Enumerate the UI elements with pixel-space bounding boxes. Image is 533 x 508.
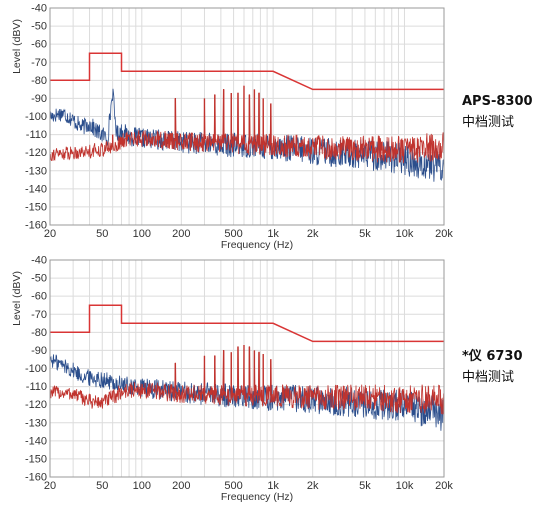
test-name-bottom: 中档测试 xyxy=(462,370,515,385)
y-tick-label: -160 xyxy=(25,220,47,232)
y-tick-label: -90 xyxy=(31,93,47,105)
series-line-red xyxy=(50,344,444,415)
series-line-red xyxy=(50,85,444,164)
y-tick-label: -110 xyxy=(26,129,47,141)
x-tick-label: 50 xyxy=(96,480,108,492)
y-tick-label: -150 xyxy=(25,453,47,465)
x-tick-label: 2k xyxy=(307,480,319,492)
y-tick-label: -50 xyxy=(31,21,47,33)
y-tick-label: -100 xyxy=(25,111,47,123)
x-tick-label: 200 xyxy=(172,228,190,240)
x-tick-label: 20 xyxy=(44,228,56,240)
x-tick-label: 1k xyxy=(267,480,279,492)
device-label-bottom: *仪 6730 中档测试 xyxy=(462,346,523,388)
y-tick-label: -160 xyxy=(25,472,47,484)
y-tick-label: -130 xyxy=(25,417,47,429)
x-tick-label: 50 xyxy=(96,228,108,240)
chart-panel-bottom: -40 -50 -60 -70 -80 -90 -100 -110 -120 -130 -140 -1… xyxy=(0,252,460,508)
y-tick-label: -120 xyxy=(25,399,47,411)
series-line-limit xyxy=(50,304,444,343)
x-tick-label: 20k xyxy=(435,480,453,492)
spectrum-chart-top: -40 -50 -60 -70 -80 -90 -100 -110 -120 -130 -140 -1… xyxy=(11,3,453,252)
test-name-top: 中档测试 xyxy=(462,115,515,130)
x-tick-label: 100 xyxy=(133,228,151,240)
y-tick-label: -40 xyxy=(31,255,47,267)
y-axis-label: Level (dBV) xyxy=(11,271,23,326)
plot-frame xyxy=(49,7,445,226)
y-tick-label: -150 xyxy=(25,201,47,213)
series-line-blue xyxy=(50,88,444,182)
x-tick-label: 200 xyxy=(172,480,190,492)
plot-frame xyxy=(49,259,445,478)
y-tick-label: -40 xyxy=(31,3,47,15)
y-tick-label: -70 xyxy=(31,309,47,321)
x-tick-label: 500 xyxy=(224,480,242,492)
device-name-top: APS-8300 xyxy=(462,94,533,109)
x-tick-label: 500 xyxy=(224,228,242,240)
y-axis-label: Level (dBV) xyxy=(11,19,23,74)
x-tick-label: 5k xyxy=(359,480,371,492)
x-tick-label: 20 xyxy=(44,480,56,492)
y-tick-label: -120 xyxy=(25,147,47,159)
y-tick-label: -140 xyxy=(25,183,47,195)
y-tick-label: -100 xyxy=(25,363,47,375)
y-tick-label: -80 xyxy=(31,75,47,87)
x-tick-label: 100 xyxy=(133,480,151,492)
device-label-top: APS-8300 中档测试 xyxy=(462,91,533,133)
x-tick-label: 5k xyxy=(359,228,371,240)
y-tick-label: -110 xyxy=(26,381,47,393)
chart-panel-top: -40 -50 -60 -70 -80 -90 -100 -110 -120 -130 -140 -1… xyxy=(0,0,460,252)
y-tick-label: -140 xyxy=(25,435,47,447)
device-name-bottom: *仪 6730 xyxy=(462,349,523,364)
y-tick-label: -60 xyxy=(31,39,47,51)
x-tick-label: 10k xyxy=(396,480,414,492)
y-tick-label: -80 xyxy=(31,327,47,339)
y-tick-label: -90 xyxy=(31,345,47,357)
y-tick-label: -50 xyxy=(31,273,47,285)
y-tick-label: -70 xyxy=(31,57,47,69)
x-tick-label: 2k xyxy=(307,228,319,240)
spectrum-chart-bottom: -40 -50 -60 -70 -80 -90 -100 -110 -120 -130 -140 -1… xyxy=(11,255,453,504)
grid xyxy=(49,7,445,226)
y-tick-label: -60 xyxy=(31,291,47,303)
x-tick-label: 1k xyxy=(267,228,279,240)
x-tick-label: 10k xyxy=(396,228,414,240)
series-line-limit xyxy=(50,52,444,91)
x-axis-label: Frequency (Hz) xyxy=(221,491,293,503)
x-tick-label: 20k xyxy=(435,228,453,240)
y-tick-label: -130 xyxy=(25,165,47,177)
x-axis-label: Frequency (Hz) xyxy=(221,239,293,251)
